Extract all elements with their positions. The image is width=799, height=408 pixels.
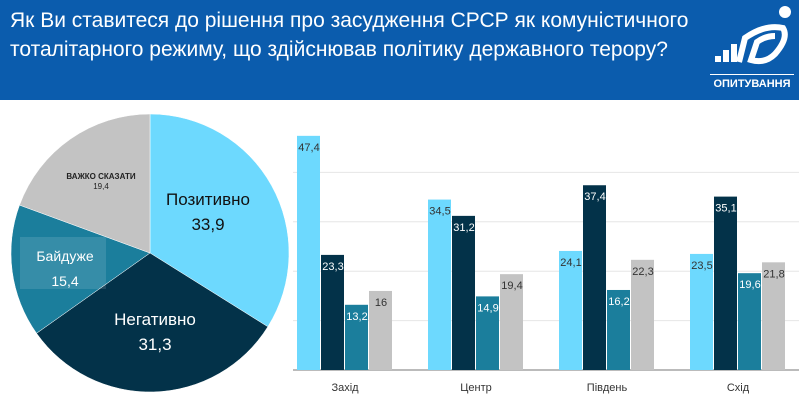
bar xyxy=(369,290,392,370)
pie-value: 15,4 xyxy=(51,273,78,289)
bar xyxy=(321,254,344,370)
bar-value-label: 35,1 xyxy=(715,203,736,215)
pie-slice xyxy=(149,113,290,328)
bar xyxy=(428,199,451,370)
page-title: Як Ви ставитеся до рішення про засудженн… xyxy=(10,9,689,61)
bar xyxy=(297,135,320,370)
category-label: Центр xyxy=(460,382,492,394)
bar xyxy=(762,262,785,370)
pie-label: ВАЖКО СКАЗАТИ xyxy=(66,172,135,181)
bar xyxy=(690,253,713,370)
bar xyxy=(476,296,499,370)
bar xyxy=(738,273,761,370)
category-label: Захід xyxy=(331,382,359,394)
pie-slice xyxy=(36,252,269,393)
bar-value-label: 23,5 xyxy=(691,260,712,272)
pie-label: Негативно xyxy=(114,310,196,329)
pie-value: 33,9 xyxy=(191,215,224,234)
bar xyxy=(714,196,737,370)
bar-value-label: 16 xyxy=(375,297,387,309)
bar-value-label: 19,6 xyxy=(739,279,760,291)
survey-logo-icon xyxy=(715,6,791,65)
pie-slice xyxy=(19,113,151,254)
bar-value-label: 21,8 xyxy=(763,268,784,280)
bar-value-label: 31,2 xyxy=(453,222,474,234)
bar xyxy=(500,274,523,370)
logo-text: ОПИТУВАННЯ xyxy=(710,74,794,90)
bar xyxy=(583,185,606,370)
bar-value-label: 47,4 xyxy=(298,142,319,154)
pie-value: 31,3 xyxy=(138,335,171,354)
bar-value-label: 16,2 xyxy=(608,296,629,308)
pie-label: Позитивно xyxy=(166,190,250,209)
bar-value-label: 14,9 xyxy=(477,302,498,314)
pie-label: Байдуже xyxy=(36,248,93,264)
category-label: Схід xyxy=(727,382,750,394)
bar-value-label: 24,1 xyxy=(560,257,581,269)
pie-slice xyxy=(10,204,151,334)
bar xyxy=(631,259,654,370)
pie-chart: Позитивно 33,9 Негативно 31,3 Байдуже 15,4 ВАЖ… xyxy=(10,113,290,393)
bar-value-label: 23,3 xyxy=(322,261,343,273)
bar-value-label: 19,4 xyxy=(501,280,522,292)
bar-value-label: 13,2 xyxy=(346,311,367,323)
label-box xyxy=(20,237,106,289)
bar xyxy=(345,304,368,370)
bar-value-label: 37,4 xyxy=(584,191,605,203)
bar xyxy=(559,250,582,370)
bar xyxy=(607,289,630,370)
pie-value: 19,4 xyxy=(93,182,109,191)
bar-value-label: 34,5 xyxy=(429,206,450,218)
bar xyxy=(452,215,475,370)
header-banner: Як Ви ставитеся до рішення про засудженн… xyxy=(0,0,799,100)
category-label: Південь xyxy=(587,382,628,394)
bar-value-label: 22,3 xyxy=(632,266,653,278)
